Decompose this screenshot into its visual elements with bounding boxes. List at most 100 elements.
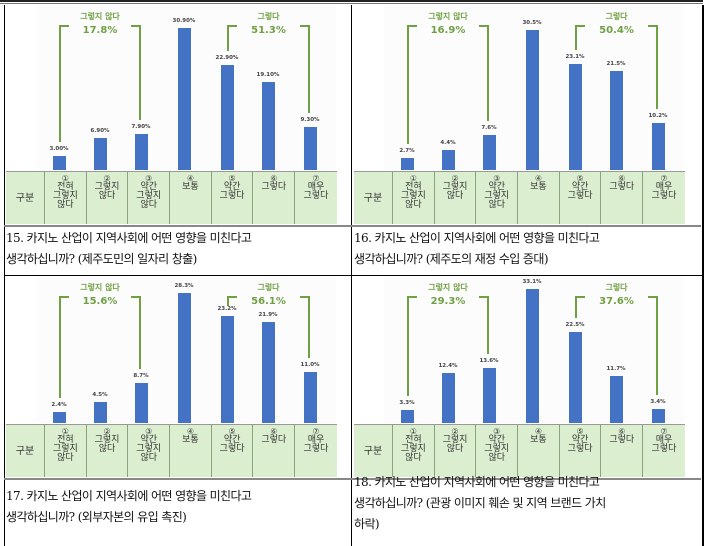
category-label-line: 전혀 [57, 435, 74, 445]
bar-value-label: 6.90% [90, 128, 110, 134]
category-label-line: 그렇다 [651, 191, 677, 201]
bar-value-label: 30.5% [522, 20, 542, 26]
category-label-line: 않다 [140, 200, 157, 210]
category-number: ④ [186, 174, 194, 183]
category-number: ④ [534, 427, 542, 436]
row-separator [4, 225, 353, 227]
chart-panel-16: 2.7% 4.4% 7.6% 30.5% 23.1% 21.5% 10.2% 그렇지 않다 16… [352, 5, 701, 275]
category-cell-5: ⑤ 약간 그렇다 [212, 172, 254, 224]
bar-4 [178, 293, 191, 423]
category-cell-1: ① 전혀 그렇지 않다 [393, 172, 435, 224]
category-label-line: 그렇지 [94, 182, 120, 192]
category-number: ① [61, 174, 69, 183]
category-number: ⑥ [618, 427, 626, 436]
question-line-1: 15. 카지노 산업이 지역사회에 어떤 영향을 미친다고 [6, 231, 252, 245]
bar-value-label: 3.4% [650, 399, 666, 405]
category-number: ② [451, 427, 459, 436]
category-number: ⑦ [312, 174, 320, 183]
bar-value-label: 11.7% [606, 366, 626, 372]
category-number: ⑥ [270, 174, 278, 183]
negative-group-title: 그렇지 않다 [428, 12, 468, 21]
category-number: ⑤ [576, 174, 584, 183]
question-line-1: 18. 카지노 산업이 지역사회에 어떤 영향을 미친다고 [354, 475, 600, 489]
bar-value-label: 23.1% [565, 54, 585, 60]
category-number: ⑤ [576, 427, 584, 436]
category-label-line: 약간 [571, 435, 589, 445]
bar-6 [610, 376, 623, 423]
category-label-line: 그렇지 [136, 191, 162, 201]
category-label-line: 약간 [140, 435, 157, 445]
category-label-line: 그렇지 [52, 444, 78, 454]
category-cell-4: ④ 보통 [518, 172, 560, 224]
bar-value-label: 22.5% [565, 322, 585, 328]
category-label-line: 않다 [405, 200, 422, 210]
category-label-line: 전혀 [405, 435, 422, 445]
category-cell-4: ④ 보통 [518, 425, 560, 477]
positive-bracket-left [575, 25, 585, 50]
bar-value-label: 11.0% [300, 362, 320, 368]
category-label-line: 약간 [488, 435, 505, 445]
positive-bracket-right [648, 25, 658, 109]
category-number: ② [451, 174, 459, 183]
positive-bracket-right [648, 296, 658, 395]
negative-bracket-left [59, 296, 69, 398]
bar-value-label: 3.00% [49, 146, 69, 152]
category-label-line: 않다 [98, 191, 116, 201]
category-label-line: 그렇다 [219, 191, 245, 201]
category-label-line: 그렇지 [400, 444, 426, 454]
category-cell-4: ④ 보통 [170, 172, 212, 224]
negative-group-pct: 17.8% [82, 25, 118, 36]
category-cell-6: ⑥ 그렇다 [601, 172, 644, 224]
category-cell-7: ⑦ 매우 그렇다 [295, 172, 337, 224]
bar-value-label: 28.3% [174, 283, 194, 289]
category-label-line: 않다 [57, 200, 74, 210]
category-label-line: 약간 [140, 182, 157, 192]
bar-value-label: 30.90% [172, 18, 196, 24]
category-label-line: 그렇지 [400, 191, 426, 201]
category-number: ③ [145, 427, 153, 436]
category-number: ③ [145, 174, 153, 183]
category-table: 구분 ① 전혀 그렇지 않다 ② 그렇지 않다 ③ 약간 그렇지 않다 ④ 보통 ⑤ 약간 그렇다 ⑥ 그렇다 ⑦ 매우… [6, 171, 337, 224]
category-header: 구분 [354, 425, 393, 477]
category-cell-5: ⑤ 약간 그렇다 [212, 425, 254, 477]
chart-panel-17: 2.4% 4.5% 8.7% 28.3% 23.2% 21.9% 11.0% 그렇지 않다 15… [4, 276, 353, 546]
category-cell-2: ② 그렇지 않다 [87, 425, 129, 477]
bar-6 [262, 322, 275, 423]
category-label-line: 그렇지 [52, 191, 78, 201]
bar-1 [401, 158, 414, 170]
bar-2 [94, 138, 107, 170]
category-number: ⑤ [228, 427, 236, 436]
bar-value-label: 12.4% [438, 363, 458, 369]
category-label-line: 약간 [223, 435, 241, 445]
category-cell-7: ⑦ 매우 그렇다 [295, 425, 337, 477]
category-label-line: 약간 [488, 182, 505, 192]
negative-bracket-left [59, 25, 69, 142]
category-label-line: 전혀 [405, 182, 422, 192]
category-table: 구분 ① 전혀 그렇지 않다 ② 그렇지 않다 ③ 약간 그렇지 않다 ④ 보통 ⑤ 약간 그렇다 ⑥ 그렇다 ⑦ 매우… [6, 424, 337, 477]
question-line-1: 17. 카지노 산업이 지역사회에 어떤 영향을 미친다고 [6, 489, 252, 503]
bar-4 [526, 289, 539, 423]
category-cell-4: ④ 보통 [170, 425, 212, 477]
category-label-line: 약간 [571, 182, 589, 192]
category-label-line: 그렇지 [136, 444, 162, 454]
bar-value-label: 3.3% [399, 400, 415, 406]
category-cell-6: ⑥ 그렇다 [253, 172, 296, 224]
category-number: ⑥ [270, 427, 278, 436]
category-label-line: 보통 [182, 435, 199, 445]
category-label-line: 그렇다 [219, 444, 245, 454]
bar-3 [483, 368, 496, 423]
category-cell-1: ① 전혀 그렇지 않다 [45, 172, 87, 224]
positive-bracket-right [300, 296, 310, 358]
category-cell-7: ⑦ 매우 그렇다 [643, 425, 685, 477]
bar-value-label: 13.6% [479, 358, 499, 364]
category-label-line: 않다 [98, 444, 116, 454]
bar-2 [442, 373, 455, 423]
category-number: ① [61, 427, 69, 436]
category-label-line: 매우 [655, 182, 673, 192]
bar-5 [221, 316, 234, 423]
category-label-line: 않다 [140, 453, 157, 463]
category-cell-2: ② 그렇지 않다 [435, 172, 477, 224]
category-table: 구분 ① 전혀 그렇지 않다 ② 그렇지 않다 ③ 약간 그렇지 않다 ④ 보통 ⑤ 약간 그렇다 ⑥ 그렇다 ⑦ 매우… [354, 424, 685, 477]
bar-5 [569, 332, 582, 423]
category-label-line: 그렇다 [609, 182, 635, 192]
